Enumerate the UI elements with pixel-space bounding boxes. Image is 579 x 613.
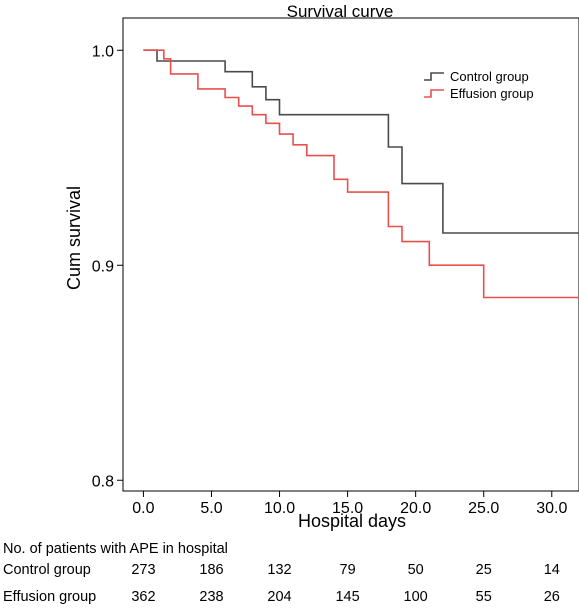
risk-cell: 100: [404, 589, 428, 605]
risk-row-label: Effusion group: [3, 589, 96, 605]
risk-row-label: Control group: [3, 562, 91, 578]
risk-cell: 79: [340, 562, 356, 578]
x-tick-label: 0.0: [132, 500, 154, 517]
series-line-effusion: [143, 49, 579, 299]
risk-cell: 55: [476, 589, 492, 605]
risk-cell: 273: [131, 562, 155, 578]
x-tick-label: 30.0: [536, 500, 567, 517]
legend-label: Control group: [450, 69, 529, 84]
risk-cell: 26: [544, 589, 560, 605]
y-tick-label: 0.8: [92, 473, 114, 490]
series-line-control: [143, 49, 579, 234]
x-axis-title: Hospital days: [298, 511, 406, 531]
risk-table-title: No. of patients with APE in hospital: [3, 541, 228, 557]
risk-cell: 25: [476, 562, 492, 578]
x-tick-label: 15.0: [332, 500, 363, 517]
series-layer: [143, 49, 579, 299]
legend-swatch: [424, 89, 444, 98]
plot-frame: [122, 17, 579, 492]
risk-cell: 362: [131, 589, 155, 605]
risk-cell: 14: [544, 562, 560, 578]
y-axis-title: Cum survival: [64, 186, 84, 290]
risk-cell: 50: [408, 562, 424, 578]
risk-cell: 145: [335, 589, 359, 605]
y-axis: 0.8 0.9 1.0: [92, 43, 123, 490]
y-tick-label: 0.9: [92, 258, 114, 275]
risk-cell: 132: [267, 562, 291, 578]
risk-cell: 204: [267, 589, 291, 605]
x-axis: 0.0 5.0 10.0 15.0 20.0 25.0 30.0: [132, 491, 567, 517]
risk-table: Control group 273 186 132 79 50 25 14 Effusion g…: [3, 562, 560, 605]
x-tick-label: 25.0: [468, 500, 499, 517]
x-tick-label: 5.0: [200, 500, 222, 517]
legend-swatch: [424, 72, 444, 81]
risk-cell: 238: [199, 589, 223, 605]
y-tick-label: 1.0: [92, 43, 114, 60]
x-tick-label: 20.0: [400, 500, 431, 517]
legend-label: Effusion group: [450, 86, 534, 101]
legend: Control group Effusion group: [424, 69, 534, 101]
x-tick-label: 10.0: [264, 500, 295, 517]
risk-cell: 186: [199, 562, 223, 578]
chart-title: Survival curve: [287, 2, 394, 21]
